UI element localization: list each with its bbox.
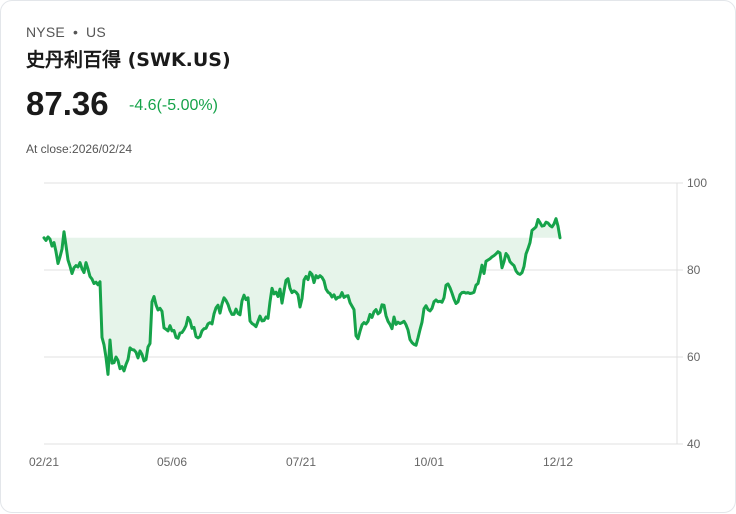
y-tick-label: 40	[687, 437, 701, 451]
exchange-name: NYSE	[26, 24, 65, 40]
exchange-line: NYSE • US	[26, 24, 106, 40]
y-axis: 100 80 60 40	[687, 176, 707, 451]
separator-dot: •	[72, 24, 79, 40]
current-price: 87.36	[26, 85, 109, 122]
x-axis: 02/21 05/06 07/21 10/01 12/12	[29, 455, 573, 469]
x-tick-label: 07/21	[286, 455, 316, 469]
y-tick-label: 80	[687, 263, 701, 277]
x-tick-label: 02/21	[29, 455, 59, 469]
price-change: -4.6(-5.00%)	[129, 97, 218, 114]
y-tick-label: 60	[687, 350, 701, 364]
y-tick-label: 100	[687, 176, 707, 190]
price-line[interactable]	[42, 217, 562, 376]
x-tick-label: 10/01	[414, 455, 444, 469]
close-date: At close:2026/02/24	[26, 142, 133, 156]
market-name: US	[86, 24, 106, 40]
x-tick-label: 12/12	[543, 455, 573, 469]
stock-title: 史丹利百得 (SWK.US)	[26, 49, 231, 71]
x-tick-label: 05/06	[157, 455, 187, 469]
